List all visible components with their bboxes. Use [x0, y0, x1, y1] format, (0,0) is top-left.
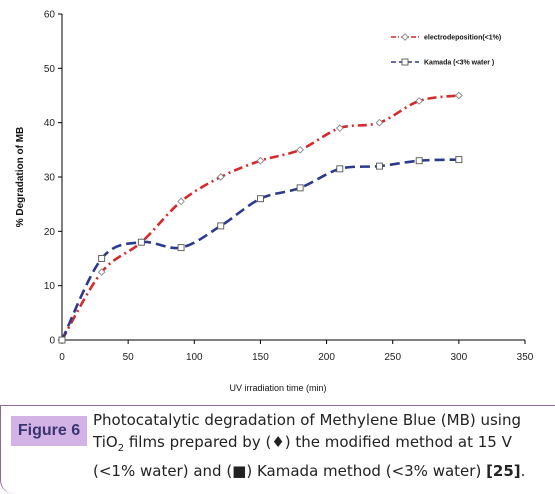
legend-swatch-marker: [401, 58, 409, 66]
caption-reference: [25]: [486, 462, 521, 480]
y-tick-label: 10: [44, 281, 56, 292]
data-point: [256, 156, 265, 165]
y-tick-label: 20: [44, 227, 56, 238]
data-point: [455, 156, 463, 164]
caption-subscript: 2: [117, 443, 125, 454]
data-point: [177, 197, 185, 206]
legend: electrodeposition(<1%) Kamada (<3% water …: [391, 33, 501, 67]
x-tick-label: 100: [186, 352, 203, 363]
data-point: [137, 238, 145, 246]
x-tick-label: 50: [123, 352, 135, 363]
y-tick-label: 0: [49, 336, 55, 347]
series-line: [60, 94, 460, 341]
x-tick-label: 150: [252, 352, 269, 363]
legend-label: electrodeposition(<1%): [424, 35, 501, 42]
data-point: [216, 173, 225, 181]
x-tick-label: 200: [318, 352, 335, 363]
legend-entry-2: Kamada (<3% water ): [391, 58, 494, 67]
data-point: [256, 195, 264, 203]
data-point: [97, 268, 106, 276]
caption-end: .: [520, 462, 526, 480]
data-point: [217, 222, 225, 230]
x-axis-title: UV irradiation time (min): [229, 383, 326, 393]
data-point: [296, 184, 304, 192]
x-tick-label: 350: [517, 352, 534, 363]
y-tick-label: 50: [44, 64, 56, 75]
x-tick-label: 300: [451, 352, 468, 363]
data-point: [58, 336, 66, 344]
data-point: [455, 91, 463, 100]
data-point: [415, 97, 424, 105]
y-axis-title: % Degradation of MB: [15, 127, 26, 228]
series-2: [58, 156, 463, 344]
data-point: [335, 124, 344, 132]
caption-part2: films prepared by (♦) the modified metho…: [93, 433, 512, 480]
chart-area: 0 10 20 30 40 50 60 0 50 100 150 200 250 300 350 elect…: [15, 10, 534, 394]
series-1: [58, 91, 463, 344]
data-point: [296, 145, 304, 154]
legend-entry-1: electrodeposition(<1%): [391, 33, 501, 42]
data-point: [415, 157, 423, 165]
figure-label: Figure 6: [11, 416, 87, 446]
y-tick-label: 30: [44, 173, 56, 184]
series-line: [60, 158, 459, 341]
data-point: [336, 165, 344, 173]
axes: 0 10 20 30 40 50 60 0 50 100 150 200 250 300 350: [44, 10, 534, 364]
legend-swatch-marker: [401, 33, 409, 41]
line-chart: 0 10 20 30 40 50 60 0 50 100 150 200 250 300 350 elect…: [15, 10, 534, 394]
data-point: [376, 162, 383, 170]
series-layer: [58, 91, 463, 344]
data-point: [375, 118, 384, 127]
x-tick-label: 250: [384, 352, 401, 363]
caption-part1: Photocatalytic degradation of Methylene …: [93, 411, 521, 451]
data-point: [98, 255, 106, 262]
figure-caption: Figure 6 Photocatalytic degradation of M…: [0, 405, 555, 494]
caption-text: Photocatalytic degradation of Methylene …: [93, 409, 549, 482]
data-point: [177, 244, 185, 252]
y-tick-label: 60: [44, 10, 56, 21]
x-tick-label: 0: [59, 352, 65, 363]
y-tick-label: 40: [44, 118, 56, 129]
legend-label: Kamada (<3% water ): [424, 60, 494, 67]
